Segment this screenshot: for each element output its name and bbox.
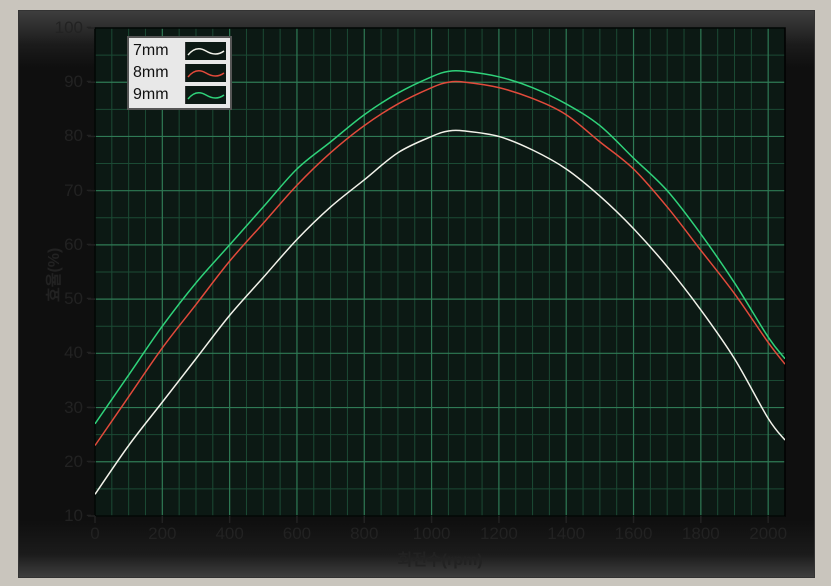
series-7mm — [95, 130, 785, 494]
ytick-label: 30 — [64, 398, 83, 418]
ytick-label: 40 — [64, 343, 83, 363]
xtick-label: 1800 — [682, 524, 720, 544]
xtick-label: 1400 — [547, 524, 585, 544]
ytick-label: 90 — [64, 72, 83, 92]
ytick-label: 70 — [64, 181, 83, 201]
legend-label: 7mm — [133, 42, 183, 60]
legend-entry: 8mm — [133, 62, 226, 84]
xtick-label: 0 — [90, 524, 99, 544]
xtick-label: 200 — [148, 524, 176, 544]
legend-entry: 7mm — [133, 40, 226, 62]
x-axis-label: 회전수(rpm) — [397, 546, 482, 570]
ytick-label: 20 — [64, 452, 83, 472]
legend: 7mm 8mm 9mm — [127, 36, 232, 110]
ytick-label: 50 — [64, 289, 83, 309]
ytick-label: 60 — [64, 235, 83, 255]
xtick-label: 1200 — [480, 524, 518, 544]
xtick-label: 800 — [350, 524, 378, 544]
legend-entry: 9mm — [133, 84, 226, 106]
y-axis-label: 효율(%) — [40, 248, 64, 302]
xtick-label: 600 — [283, 524, 311, 544]
legend-label: 8mm — [133, 64, 183, 82]
chart-svg — [0, 0, 831, 586]
xtick-label: 400 — [215, 524, 243, 544]
legend-swatch — [185, 42, 226, 60]
legend-swatch — [185, 86, 226, 104]
legend-label: 9mm — [133, 86, 183, 104]
xtick-label: 1000 — [413, 524, 451, 544]
ytick-label: 80 — [64, 126, 83, 146]
ytick-label: 100 — [55, 18, 83, 38]
xtick-label: 2000 — [749, 524, 787, 544]
xtick-label: 1600 — [615, 524, 653, 544]
legend-swatch — [185, 64, 226, 82]
series-9mm — [95, 71, 785, 424]
ytick-label: 10 — [64, 506, 83, 526]
